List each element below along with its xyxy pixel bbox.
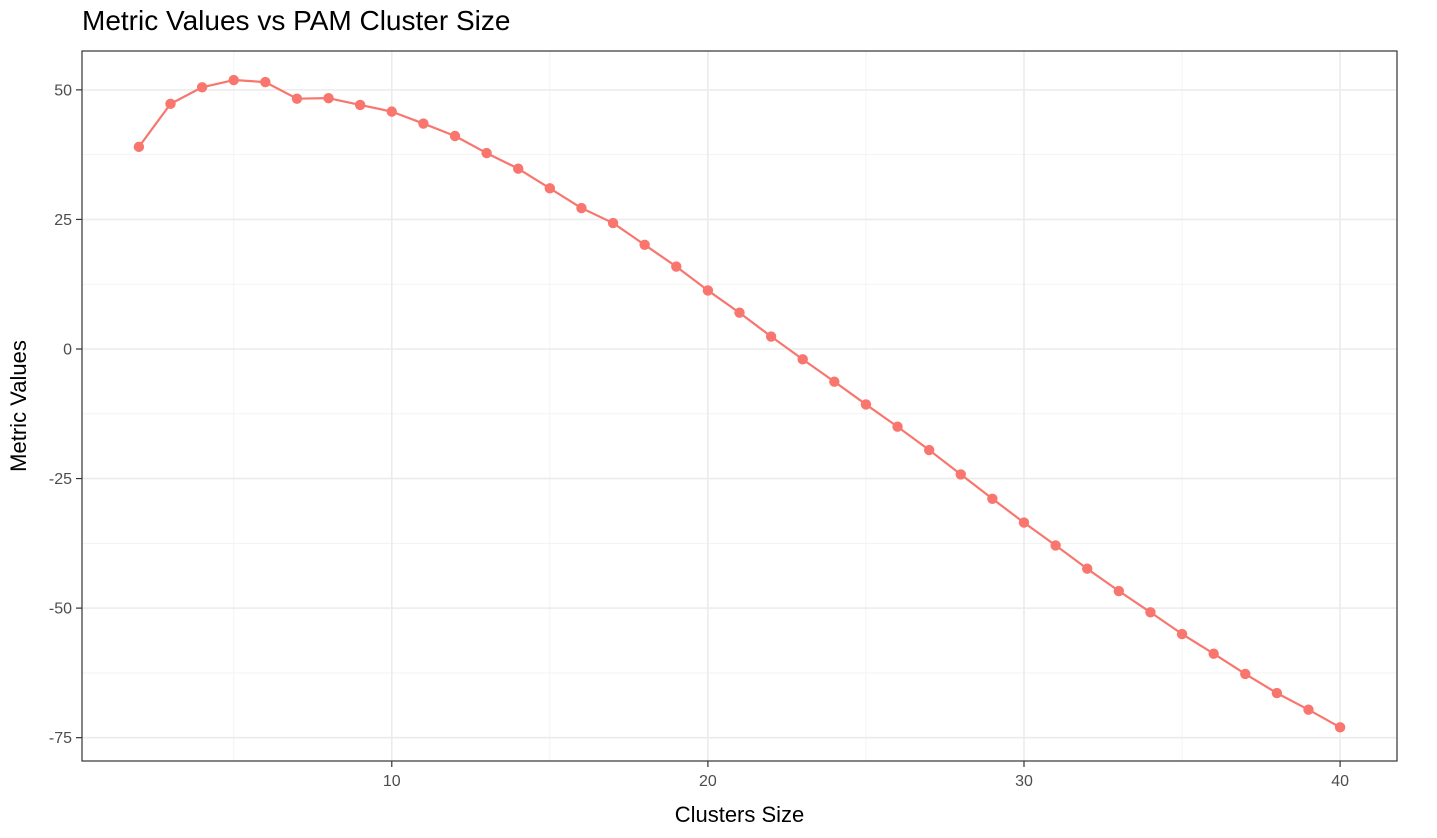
data-point xyxy=(449,130,461,142)
y-tick-label: 25 xyxy=(54,212,72,229)
data-point xyxy=(228,74,239,86)
data-point xyxy=(829,376,840,387)
data-point xyxy=(354,99,366,111)
data-point xyxy=(639,239,650,251)
data-point xyxy=(923,444,935,456)
data-point xyxy=(607,217,619,229)
data-point xyxy=(1303,704,1314,715)
data-point xyxy=(1082,563,1093,574)
data-point xyxy=(1113,585,1125,597)
y-tick-label: -50 xyxy=(49,601,72,618)
y-tick-label: -75 xyxy=(49,730,72,747)
x-tick-label: 20 xyxy=(699,773,717,790)
data-point xyxy=(386,106,397,117)
data-point xyxy=(1018,517,1030,528)
axes: 10 20 30 40 -75 -50 -25 0 25 50 xyxy=(49,82,1349,790)
x-tick-label: 30 xyxy=(1015,773,1033,790)
data-point xyxy=(1176,628,1188,640)
y-tick-label: 0 xyxy=(63,341,72,358)
data-point xyxy=(1240,668,1251,680)
data-point xyxy=(734,307,745,318)
x-tick-label: 10 xyxy=(383,773,401,790)
y-axis-title: Metric Values xyxy=(6,340,31,472)
data-point xyxy=(544,183,556,194)
data-point xyxy=(133,141,145,153)
data-point xyxy=(1271,687,1283,699)
data-point xyxy=(671,261,682,272)
chart-title: Metric Values vs PAM Cluster Size xyxy=(82,5,510,36)
data-point xyxy=(323,92,334,104)
y-tick-label: -25 xyxy=(49,471,72,488)
grid xyxy=(82,51,1397,761)
data-point xyxy=(702,285,714,296)
data-point xyxy=(892,421,903,432)
data-point xyxy=(797,354,808,365)
data-point xyxy=(481,147,492,159)
data-point xyxy=(1334,722,1346,733)
data-point xyxy=(291,93,303,104)
data-point xyxy=(418,118,429,129)
data-point xyxy=(576,202,587,214)
data-point xyxy=(165,98,176,110)
data-point xyxy=(513,163,524,174)
y-tick-label: 50 xyxy=(54,82,72,99)
data-point xyxy=(1208,648,1219,659)
data-point xyxy=(860,399,872,410)
data-point xyxy=(1050,540,1061,551)
data-point xyxy=(987,493,998,504)
data-point xyxy=(196,82,208,93)
data-point xyxy=(260,76,271,88)
data-point xyxy=(1145,607,1156,618)
series-layer xyxy=(133,74,1346,733)
data-point xyxy=(955,469,966,480)
x-axis-title: Clusters Size xyxy=(675,802,805,827)
x-tick-label: 40 xyxy=(1331,773,1349,790)
data-point xyxy=(765,331,777,342)
panel-border xyxy=(81,50,1398,762)
panel-background xyxy=(82,51,1397,761)
